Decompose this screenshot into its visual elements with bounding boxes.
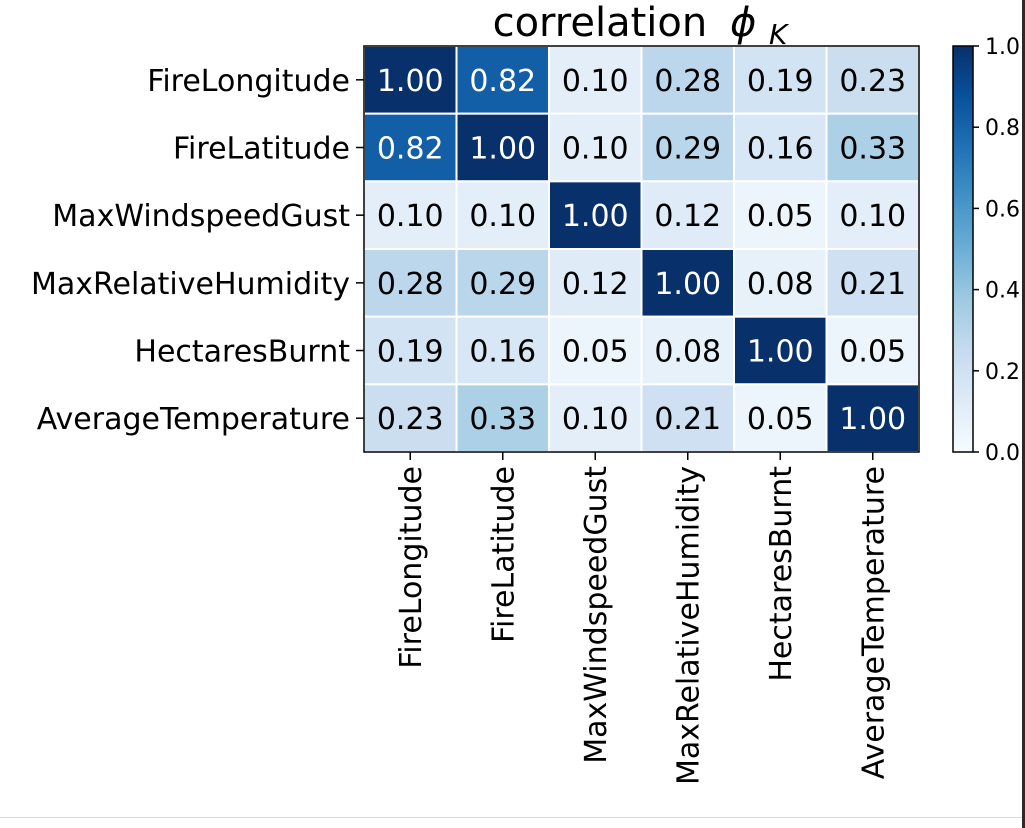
chart-title: correlation ϕ K: [493, 0, 790, 51]
heatmap-cell-label: 0.16: [747, 132, 814, 167]
colorbar-tick-label: 0.6: [985, 197, 1020, 222]
heatmap-cell: [733, 315, 828, 386]
chart-title-subscript: K: [769, 18, 790, 51]
heatmap-cell-label: 0.16: [469, 335, 536, 370]
heatmap-cell: [363, 112, 458, 183]
heatmap-cell-label: 0.29: [469, 267, 536, 302]
heatmap-cell-label: 1.00: [654, 267, 721, 302]
heatmap-cell-label: 0.19: [747, 64, 814, 99]
x-axis: FireLongitude FireLatitude MaxWindspeedGus…: [394, 452, 892, 785]
heatmap-cell-label: 1.00: [377, 64, 444, 99]
heatmap-cell-label: 0.23: [839, 64, 906, 99]
heatmap-cell-label: 0.10: [562, 402, 629, 437]
x-tick-label: HectaresBurnt: [764, 466, 799, 682]
heatmap-cell: [640, 383, 735, 454]
heatmap-cell-label: 0.05: [747, 402, 814, 437]
x-tick-label: MaxWindspeedGust: [579, 466, 614, 764]
window-right-edge: [1022, 0, 1025, 828]
heatmap-cell-label: 1.00: [562, 199, 629, 234]
heatmap-cell: [363, 315, 458, 386]
heatmap-cell-label: 0.33: [839, 132, 906, 167]
heatmap-cell: [548, 383, 643, 454]
heatmap-cell-label: 0.21: [654, 402, 721, 437]
heatmap-cell-label: 0.33: [469, 402, 536, 437]
heatmap-cell-label: 0.82: [377, 132, 444, 167]
heatmap-cell-label: 0.29: [654, 132, 721, 167]
heatmap-cell-label: 0.23: [377, 402, 444, 437]
heatmap-cell: [548, 315, 643, 386]
heatmap-cell: [825, 248, 920, 318]
heatmap-cell: [733, 112, 828, 183]
x-tick-label: AverageTemperature: [857, 466, 892, 779]
heatmap-cell-label: 0.05: [839, 335, 906, 370]
y-tick-label: MaxWindspeedGust: [52, 199, 350, 234]
heatmap-cell-label: 1.00: [747, 335, 814, 370]
x-tick-label: MaxRelativeHumidity: [672, 466, 707, 785]
heatmap-cell: [455, 383, 550, 454]
heatmap-cell-label: 0.28: [654, 64, 721, 99]
heatmap-cell-label: 0.10: [562, 64, 629, 99]
heatmap-cell-label: 0.21: [839, 267, 906, 302]
heatmap-cell-label: 0.05: [562, 335, 629, 370]
heatmap-cell-label: 0.10: [562, 132, 629, 167]
heatmap-cells: [363, 45, 920, 454]
heatmap-cell-label: 0.82: [469, 64, 536, 99]
heatmap-cell-labels: 1.00 0.82 0.10 0.28 0.19 0.23 0.82 1.00 0.10 0.29…: [377, 64, 906, 437]
heatmap-cell-label: 0.19: [377, 335, 444, 370]
heatmap-cell-label: 0.10: [839, 199, 906, 234]
x-tick-label: FireLongitude: [394, 466, 429, 669]
y-axis: FireLongitude FireLatitude MaxWindspeedGus…: [31, 64, 364, 437]
heatmap-cell: [548, 112, 643, 183]
chart-title-text: correlation: [493, 0, 708, 46]
heatmap-cell-label: 1.00: [469, 132, 536, 167]
colorbar: [952, 45, 974, 453]
x-tick-label: FireLatitude: [487, 466, 522, 643]
y-tick-label: FireLongitude: [147, 64, 350, 99]
colorbar-tick-label: 0.8: [985, 116, 1020, 141]
heatmap-cell: [825, 180, 920, 251]
y-tick-label: FireLatitude: [173, 132, 350, 167]
y-tick-label: MaxRelativeHumidity: [31, 267, 350, 302]
heatmap-cell-label: 1.00: [839, 402, 906, 437]
heatmap-cell: [455, 180, 550, 251]
heatmap-cell-label: 0.12: [654, 199, 721, 234]
heatmap-cell-label: 0.05: [747, 199, 814, 234]
heatmap-cell-label: 0.12: [562, 267, 629, 302]
heatmap-cell: [825, 383, 920, 454]
colorbar-tick-label: 0.2: [985, 360, 1020, 385]
heatmap-cell-label: 0.10: [469, 199, 536, 234]
heatmap-cell-label: 0.08: [654, 335, 721, 370]
chart-title-symbol: ϕ: [730, 0, 756, 46]
heatmap-cell: [363, 383, 458, 454]
heatmap-cell-label: 0.08: [747, 267, 814, 302]
heatmap-cell: [548, 180, 643, 251]
heatmap-frame: [363, 45, 920, 453]
colorbar-tick-label: 0.0: [985, 441, 1020, 466]
heatmap-cell: [825, 45, 920, 115]
heatmap-cell: [363, 180, 458, 251]
colorbar-tick-label: 0.4: [985, 279, 1020, 304]
y-tick-label: AverageTemperature: [37, 402, 350, 437]
bottom-divider: [0, 817, 1022, 818]
heatmap-cell: [363, 248, 458, 318]
colorbar-ticks: 0.0 0.2 0.4 0.6 0.8 1.0: [973, 35, 1020, 466]
heatmap-cell: [455, 112, 550, 183]
heatmap-cell: [640, 315, 735, 386]
y-tick-label: HectaresBurnt: [134, 335, 350, 370]
heatmap-cell-label: 0.28: [377, 267, 444, 302]
colorbar-tick-label: 1.0: [985, 35, 1020, 60]
heatmap-cell-label: 0.10: [377, 199, 444, 234]
